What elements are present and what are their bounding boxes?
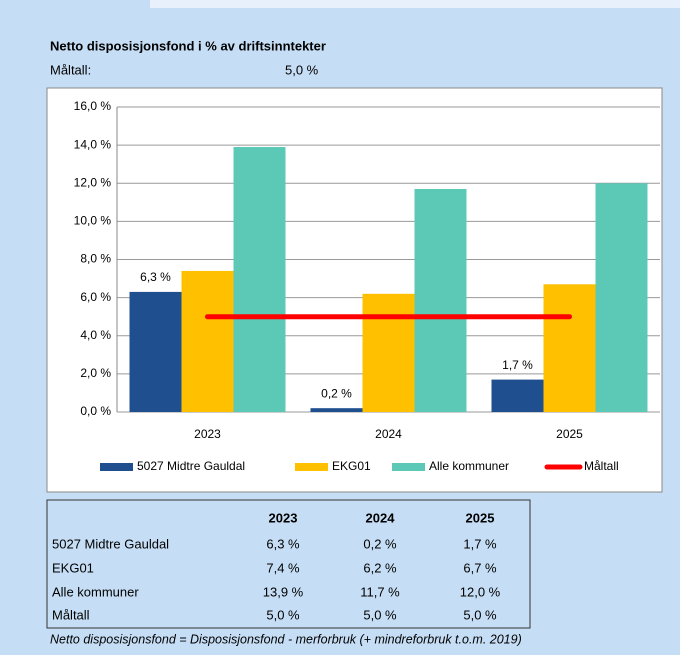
y-tick-label: 10,0 % (74, 214, 112, 228)
table-cell: 6,2 % (363, 560, 397, 575)
footnote: Netto disposisjonsfond = Disposisjonsfon… (50, 632, 522, 646)
table-row-label: Måltall (52, 607, 90, 622)
y-tick-label: 8,0 % (80, 252, 111, 266)
legend-label: EKG01 (332, 459, 371, 473)
y-tick-label: 16,0 % (74, 99, 112, 113)
bar (129, 291, 182, 412)
legend-swatch (295, 463, 328, 471)
table-row-label: 5027 Midtre Gauldal (52, 536, 169, 551)
data-label: 6,3 % (140, 270, 171, 284)
data-label: 0,2 % (321, 386, 352, 400)
legend-label: 5027 Midtre Gauldal (137, 459, 245, 473)
y-tick-label: 14,0 % (74, 137, 112, 151)
table-cell: 5,0 % (266, 607, 300, 622)
data-label: 1,7 % (502, 358, 533, 372)
table-cell: 7,4 % (266, 560, 300, 575)
bar (233, 147, 286, 412)
y-tick-label: 0,0 % (80, 404, 111, 418)
bar (181, 270, 234, 412)
table-cell: 5,0 % (363, 607, 397, 622)
bar (543, 284, 596, 412)
y-tick-label: 2,0 % (80, 366, 111, 380)
table-row-label: EKG01 (52, 560, 94, 575)
y-tick-label: 12,0 % (74, 175, 112, 189)
table-header: 2023 (269, 510, 298, 525)
y-tick-label: 4,0 % (80, 328, 111, 342)
table-cell: 5,0 % (463, 607, 497, 622)
table-cell: 13,9 % (263, 584, 304, 599)
bar (362, 293, 415, 412)
legend-swatch (100, 463, 133, 471)
x-tick-label: 2024 (375, 427, 402, 441)
bar (491, 379, 544, 412)
x-tick-label: 2025 (556, 427, 583, 441)
table-cell: 1,7 % (463, 536, 497, 551)
bar (595, 183, 648, 412)
legend-swatch (392, 463, 425, 471)
target-label: Måltall: (50, 62, 91, 77)
bar (310, 408, 363, 412)
chart-title: Netto disposisjonsfond i % av driftsinnt… (50, 38, 326, 53)
legend-label: Alle kommuner (429, 459, 509, 473)
table-row-label: Alle kommuner (52, 584, 139, 599)
table-header: 2025 (466, 510, 495, 525)
table-cell: 0,2 % (363, 536, 397, 551)
top-strip (150, 0, 680, 8)
table-box (46, 499, 531, 629)
table-cell: 6,7 % (463, 560, 497, 575)
table-header: 2024 (366, 510, 396, 525)
target-value: 5,0 % (285, 62, 319, 77)
x-tick-label: 2023 (194, 427, 221, 441)
table-cell: 11,7 % (360, 584, 400, 599)
table-cell: 6,3 % (266, 536, 300, 551)
table-cell: 12,0 % (460, 584, 501, 599)
y-tick-label: 6,0 % (80, 290, 111, 304)
bar (414, 188, 467, 412)
legend-label: Måltall (584, 459, 619, 473)
